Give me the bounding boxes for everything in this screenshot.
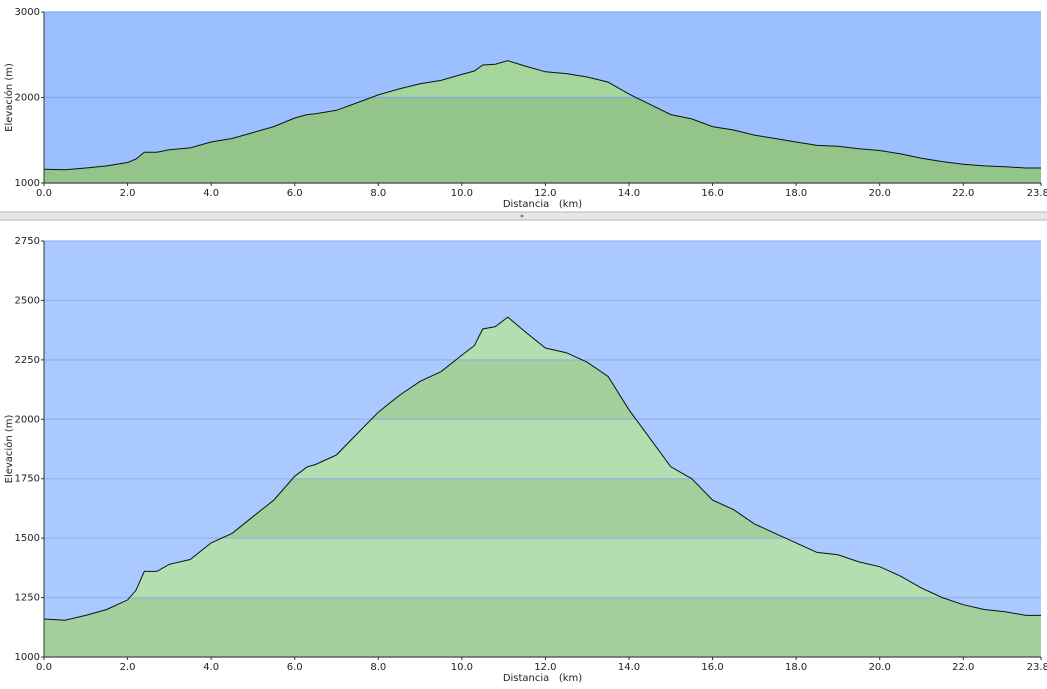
y-tick-label: 2000: [15, 93, 40, 104]
x-tick-label: 4.0: [203, 188, 219, 199]
y-axis-label: Elevación (m): [3, 63, 15, 132]
x-tick-label: 18.0: [785, 662, 807, 673]
x-tick-label: 14.0: [618, 662, 640, 673]
x-tick-label: 12.0: [534, 662, 556, 673]
y-tick-label: 1000: [15, 178, 40, 189]
y-tick-label: 1000: [15, 652, 40, 663]
x-tick-label: 23.86: [1027, 188, 1047, 199]
x-tick-label: 10.0: [451, 188, 473, 199]
x-tick-label: 20.0: [869, 662, 891, 673]
y-tick-label: 2500: [15, 295, 40, 306]
x-tick-label: 16.0: [701, 188, 723, 199]
x-tick-label: 8.0: [370, 662, 386, 673]
x-tick-label: 6.0: [287, 662, 303, 673]
x-tick-label: 2.0: [120, 188, 136, 199]
elevation-line: [43, 60, 1041, 171]
x-tick-label: 14.0: [618, 188, 640, 199]
y-axis-label: Elevación (m): [3, 415, 15, 484]
y-tick-label: 1250: [15, 593, 40, 604]
x-tick-label: 22.0: [952, 188, 974, 199]
y-tick-label: 2250: [15, 355, 40, 366]
x-tick-label: 18.0: [785, 188, 807, 199]
y-tick-label: 1500: [15, 533, 40, 544]
x-tick-label: 4.0: [203, 662, 219, 673]
x-tick-label: 0.0: [36, 188, 52, 199]
x-axis-label: Distancia (km): [503, 199, 582, 210]
x-tick-label: 20.0: [869, 188, 891, 199]
x-tick-label: 2.0: [120, 662, 136, 673]
y-tick-label: 2750: [15, 236, 40, 247]
elevation-line: [43, 316, 1041, 621]
x-tick-label: 22.0: [952, 662, 974, 673]
x-tick-label: 8.0: [370, 188, 386, 199]
x-tick-label: 6.0: [287, 188, 303, 199]
y-tick-label: 3000: [15, 7, 40, 18]
x-tick-label: 23.86: [1027, 662, 1047, 673]
x-tick-label: 0.0: [36, 662, 52, 673]
splitter-handle[interactable]: [520, 214, 524, 218]
band: [44, 597, 1041, 657]
x-tick-label: 16.0: [701, 662, 723, 673]
y-tick-label: 2000: [15, 414, 40, 425]
x-tick-label: 10.0: [451, 662, 473, 673]
x-axis-label: Distancia (km): [503, 673, 582, 684]
x-tick-label: 12.0: [534, 188, 556, 199]
y-tick-label: 1750: [15, 474, 40, 485]
